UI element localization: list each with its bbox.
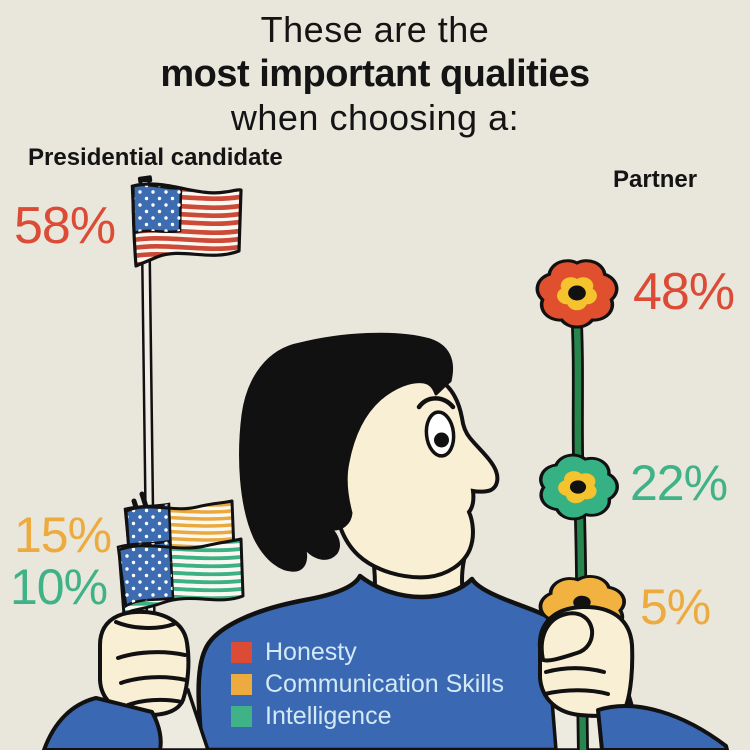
- right-fist: [537, 604, 635, 718]
- page-title: These are the most important qualities w…: [0, 8, 750, 140]
- left-sleeve: [42, 696, 163, 750]
- us-flag-large-icon: [130, 182, 243, 268]
- legend-swatch-honesty: [231, 642, 252, 663]
- title-line-3: when choosing a:: [230, 97, 520, 138]
- legend-label-intelligence: Intelligence: [265, 702, 392, 730]
- legend-item-honesty: Honesty: [231, 638, 504, 666]
- legend-label-communication: Communication Skills: [265, 670, 504, 698]
- legend-swatch-communication: [231, 674, 252, 695]
- partner-intelligence-value: 22%: [630, 455, 728, 511]
- flower-red-icon: [535, 259, 619, 329]
- pc-honesty-value: 58%: [14, 197, 116, 255]
- title-line-1: These are the: [260, 9, 490, 50]
- legend-label-honesty: Honesty: [265, 638, 357, 666]
- flower-green-icon: [539, 453, 619, 521]
- legend-item-intelligence: Intelligence: [231, 702, 504, 730]
- us-flag-green-icon: [116, 537, 245, 617]
- partner-communication-value: 5%: [640, 579, 711, 635]
- partner-honesty-value: 48%: [633, 263, 735, 321]
- title-line-2: most important qualities: [160, 53, 590, 95]
- man-pupil: [434, 432, 449, 448]
- pc-communication-value: 15%: [14, 507, 112, 563]
- right-sleeve: [596, 704, 729, 750]
- legend-item-communication: Communication Skills: [231, 670, 504, 698]
- left-column-label: Presidential candidate: [28, 144, 283, 171]
- man-hair: [239, 332, 454, 572]
- man-eyebrow: [416, 396, 456, 410]
- legend: Honesty Communication Skills Intelligenc…: [231, 638, 504, 737]
- left-fist: [98, 609, 191, 718]
- right-column-label: Partner: [613, 166, 698, 193]
- legend-swatch-intelligence: [231, 706, 252, 727]
- pc-intelligence-value: 10%: [10, 559, 108, 615]
